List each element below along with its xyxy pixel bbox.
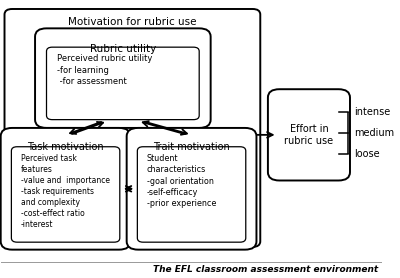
Text: Trait motivation: Trait motivation (153, 142, 230, 152)
FancyBboxPatch shape (11, 147, 120, 242)
FancyBboxPatch shape (137, 147, 246, 242)
FancyBboxPatch shape (46, 47, 199, 120)
Text: Effort in
rubric use: Effort in rubric use (284, 124, 334, 146)
FancyBboxPatch shape (1, 128, 130, 250)
Text: Rubric utility: Rubric utility (90, 44, 156, 54)
Text: The EFL classroom assessment environment: The EFL classroom assessment environment (154, 265, 379, 274)
FancyBboxPatch shape (4, 9, 260, 247)
Text: medium: medium (354, 128, 394, 138)
Text: Motivation for rubric use: Motivation for rubric use (68, 17, 197, 27)
Text: Perceived rubric utility
-for learning
 -for assessment: Perceived rubric utility -for learning -… (57, 54, 152, 86)
Text: Perceived task
features
-value and  importance
-task requirements
and complexity: Perceived task features -value and impor… (21, 154, 110, 229)
Text: loose: loose (354, 149, 380, 159)
Text: Task motivation: Task motivation (27, 142, 104, 152)
FancyBboxPatch shape (268, 89, 350, 180)
FancyBboxPatch shape (127, 128, 256, 250)
FancyBboxPatch shape (35, 28, 211, 128)
Text: Student
characteristics
-goal orientation
-self-efficacy
-prior experience: Student characteristics -goal orientatio… (147, 154, 216, 208)
Text: intense: intense (354, 107, 390, 117)
